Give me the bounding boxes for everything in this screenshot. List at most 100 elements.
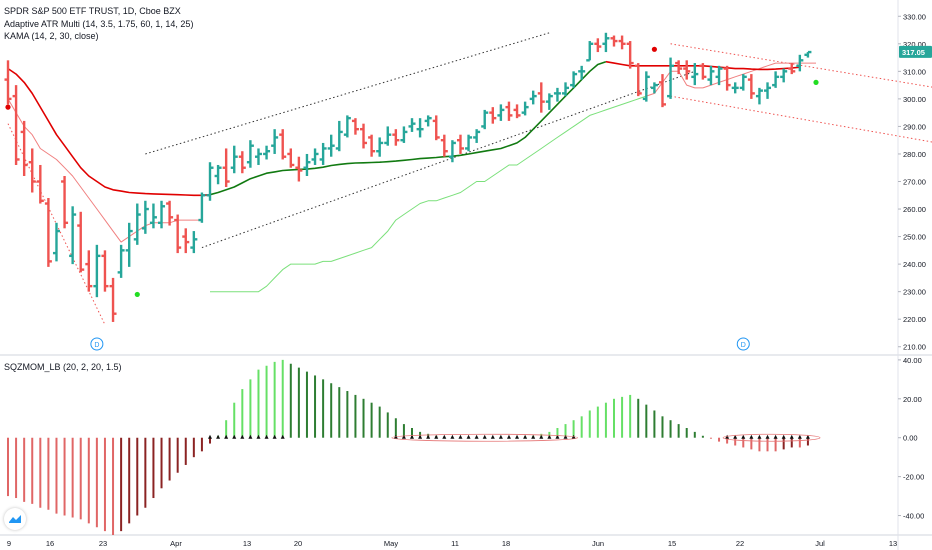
price-bar [691, 63, 699, 86]
price-bar [392, 129, 400, 146]
price-bar [311, 148, 319, 165]
squeeze-marker [401, 434, 406, 439]
squeeze-marker [506, 434, 511, 439]
squeeze-marker [523, 434, 528, 439]
last-price-badge [899, 45, 932, 58]
squeeze-marker [805, 434, 810, 439]
squeeze-marker [256, 434, 261, 439]
price-axis-label: 250.00 [903, 233, 926, 242]
price-bar [481, 109, 489, 130]
squeeze-marker [216, 434, 221, 439]
squeeze-highlight [722, 433, 821, 442]
squeeze-marker [458, 434, 463, 439]
price-bar [715, 65, 723, 86]
price-bar [440, 134, 448, 157]
squeeze-marker [781, 434, 786, 439]
momentum-axis-label: 40.00 [903, 356, 922, 365]
price-bar [271, 129, 279, 154]
price-bar [739, 74, 747, 91]
price-bar [295, 156, 303, 182]
price-bar [747, 74, 755, 99]
price-bar [764, 82, 772, 99]
squeeze-marker [442, 434, 447, 439]
squeeze-marker [555, 434, 560, 439]
squeeze-marker [232, 434, 237, 439]
dividend-marker [90, 337, 104, 351]
price-bar [432, 115, 440, 141]
squeeze-marker [264, 434, 269, 439]
price-bar [658, 74, 666, 108]
price-bar [360, 123, 368, 149]
squeeze-marker [547, 434, 552, 439]
price-bar [594, 38, 602, 53]
signal-dot [134, 291, 140, 298]
squeeze-marker [434, 434, 439, 439]
price-bar [570, 71, 578, 88]
price-bar [133, 203, 141, 245]
price-bar [497, 104, 505, 121]
price-bar [586, 41, 594, 62]
price-bar [723, 65, 731, 91]
price-bar [287, 148, 295, 168]
squeeze-marker [482, 434, 487, 439]
price-bar [238, 151, 246, 174]
atr-trail-green-line [210, 95, 647, 293]
price-bar [618, 35, 626, 50]
price-bar [93, 244, 101, 298]
squeeze-marker [563, 434, 568, 439]
kama-red-line [7, 67, 211, 197]
squeeze-marker [410, 434, 414, 439]
price-bar [61, 175, 69, 229]
time-axis-label: Jun [592, 539, 604, 548]
price-bar [327, 134, 335, 157]
squeeze-marker [466, 434, 471, 439]
price-bar [174, 214, 182, 254]
squeeze-marker [741, 434, 746, 439]
squeeze-marker [280, 434, 285, 439]
price-bar [44, 198, 52, 267]
price-axis-label: 230.00 [903, 288, 926, 297]
price-bar [376, 137, 384, 157]
price-bar [28, 148, 36, 193]
momentum-axis-label: -20.00 [903, 473, 924, 482]
squeeze-highlight [391, 433, 578, 442]
squeeze-marker [474, 434, 479, 439]
squeeze-marker [426, 434, 431, 439]
price-bar [117, 244, 125, 278]
price-bar [675, 60, 683, 75]
signal-dot [5, 104, 11, 110]
squeeze-marker [757, 434, 762, 439]
price-axis-label: 240.00 [903, 260, 926, 269]
squeeze-marker [789, 434, 794, 439]
squeeze-marker [773, 434, 778, 439]
legend-title: SPDR S&P 500 ETF TRUST, 1D, Cboe BZX [4, 6, 181, 16]
price-bar [489, 107, 497, 124]
price-bar [166, 200, 174, 226]
squeeze-marker [531, 434, 536, 439]
price-bar [755, 87, 763, 105]
price-bar [335, 120, 343, 152]
price-bar [553, 87, 561, 102]
price-bar [602, 32, 610, 53]
price-bar [788, 63, 796, 75]
signal-dot [651, 46, 658, 52]
squeeze-marker [248, 434, 253, 439]
price-bar [303, 153, 311, 176]
price-bar [642, 71, 650, 102]
price-bar [683, 60, 691, 80]
atr-trail-red-line [646, 62, 816, 97]
price-bar [149, 203, 157, 229]
momentum-axis-label: 20.00 [903, 395, 922, 404]
price-bar [368, 134, 376, 157]
squeeze-marker [749, 434, 754, 439]
dividend-marker-label: D [741, 342, 746, 349]
price-bar [109, 277, 117, 322]
price-axis-label: 310.00 [903, 67, 926, 76]
time-axis-label: May [384, 539, 398, 548]
price-bar [424, 115, 432, 127]
momentum-axis-label: -40.00 [903, 512, 924, 521]
price-axis-label: 280.00 [903, 150, 926, 159]
tradingview-logo-icon[interactable] [4, 508, 26, 530]
price-bar [384, 126, 392, 146]
